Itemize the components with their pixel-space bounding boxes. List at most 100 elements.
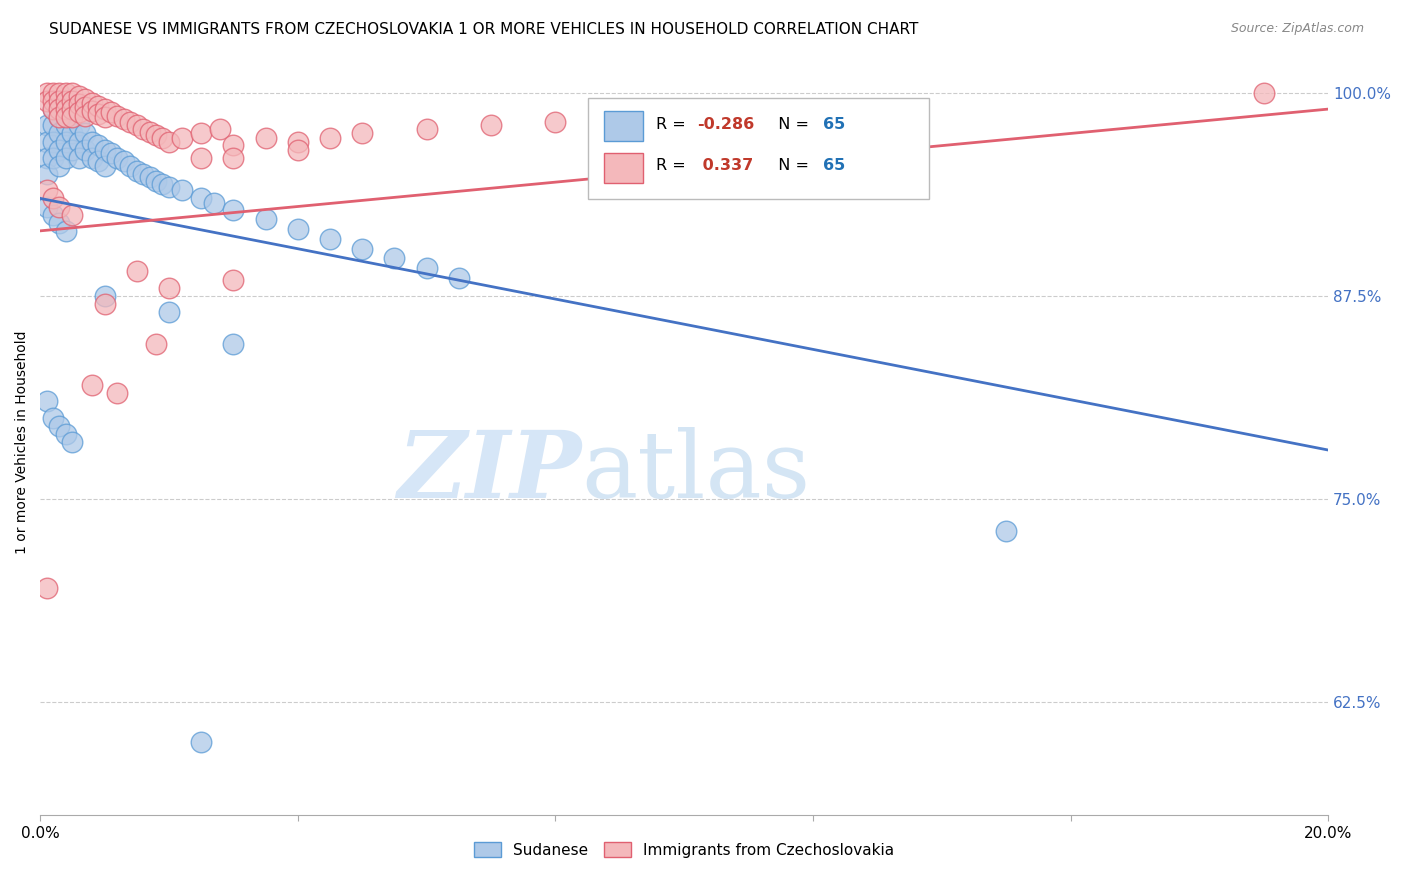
- Point: [145, 173, 167, 187]
- Point: [132, 121, 155, 136]
- Point: [55, 151, 77, 165]
- Point: [222, 151, 245, 165]
- Point: [352, 127, 374, 141]
- Point: [190, 735, 212, 749]
- Point: [157, 305, 180, 319]
- Point: [93, 297, 115, 311]
- Point: [995, 524, 1018, 539]
- Point: [87, 107, 110, 121]
- Point: [222, 337, 245, 351]
- Point: [75, 109, 97, 123]
- Text: ZIP: ZIP: [396, 426, 581, 516]
- Point: [1253, 86, 1275, 100]
- Point: [48, 159, 70, 173]
- Point: [152, 177, 174, 191]
- Text: 65: 65: [824, 117, 845, 132]
- Point: [55, 86, 77, 100]
- Point: [55, 135, 77, 149]
- Text: atlas: atlas: [581, 426, 810, 516]
- Point: [287, 143, 309, 157]
- Point: [55, 94, 77, 108]
- Point: [60, 94, 83, 108]
- Point: [87, 99, 110, 113]
- Point: [75, 100, 97, 114]
- Text: R =: R =: [655, 158, 690, 173]
- Point: [319, 131, 342, 145]
- Point: [202, 196, 225, 211]
- Point: [105, 109, 128, 123]
- Point: [93, 110, 115, 124]
- Text: SUDANESE VS IMMIGRANTS FROM CZECHOSLOVAKIA 1 OR MORE VEHICLES IN HOUSEHOLD CORRE: SUDANESE VS IMMIGRANTS FROM CZECHOSLOVAK…: [49, 22, 918, 37]
- Point: [60, 208, 83, 222]
- Point: [35, 86, 58, 100]
- Point: [415, 121, 437, 136]
- Point: [125, 119, 148, 133]
- Point: [67, 119, 90, 133]
- Point: [319, 232, 342, 246]
- Point: [152, 131, 174, 145]
- Point: [60, 143, 83, 157]
- Point: [55, 102, 77, 116]
- Point: [479, 119, 502, 133]
- Point: [35, 135, 58, 149]
- Point: [35, 394, 58, 409]
- Point: [67, 135, 90, 149]
- Point: [120, 115, 142, 129]
- Point: [105, 386, 128, 401]
- Point: [287, 135, 309, 149]
- Point: [75, 127, 97, 141]
- Point: [145, 337, 167, 351]
- FancyBboxPatch shape: [588, 98, 929, 199]
- Point: [157, 281, 180, 295]
- Point: [415, 261, 437, 276]
- Text: -0.286: -0.286: [697, 117, 754, 132]
- Point: [100, 105, 122, 120]
- Point: [75, 92, 97, 106]
- Y-axis label: 1 or more Vehicles in Household: 1 or more Vehicles in Household: [15, 330, 30, 554]
- Point: [55, 426, 77, 441]
- Point: [170, 131, 193, 145]
- Point: [35, 183, 58, 197]
- Point: [55, 110, 77, 124]
- Point: [35, 167, 58, 181]
- Point: [254, 212, 277, 227]
- Point: [60, 86, 83, 100]
- Point: [48, 94, 70, 108]
- Point: [48, 216, 70, 230]
- Text: 65: 65: [824, 158, 845, 173]
- Point: [35, 200, 58, 214]
- Point: [145, 128, 167, 142]
- Point: [254, 131, 277, 145]
- Point: [42, 102, 65, 116]
- Point: [60, 127, 83, 141]
- Point: [93, 289, 115, 303]
- Point: [67, 97, 90, 112]
- Point: [67, 89, 90, 103]
- Point: [48, 143, 70, 157]
- Point: [48, 200, 70, 214]
- Point: [132, 167, 155, 181]
- Point: [138, 125, 160, 139]
- Point: [48, 418, 70, 433]
- Point: [190, 191, 212, 205]
- Point: [60, 110, 83, 124]
- Point: [42, 86, 65, 100]
- Point: [42, 119, 65, 133]
- Point: [42, 135, 65, 149]
- Point: [190, 151, 212, 165]
- Point: [60, 110, 83, 124]
- Point: [42, 102, 65, 116]
- Text: Source: ZipAtlas.com: Source: ZipAtlas.com: [1230, 22, 1364, 36]
- Point: [352, 242, 374, 256]
- Point: [35, 119, 58, 133]
- Point: [222, 272, 245, 286]
- Point: [157, 135, 180, 149]
- Point: [55, 119, 77, 133]
- Point: [42, 191, 65, 205]
- Point: [75, 143, 97, 157]
- Point: [112, 112, 135, 126]
- Point: [55, 102, 77, 116]
- Point: [105, 151, 128, 165]
- Point: [170, 183, 193, 197]
- Point: [42, 410, 65, 425]
